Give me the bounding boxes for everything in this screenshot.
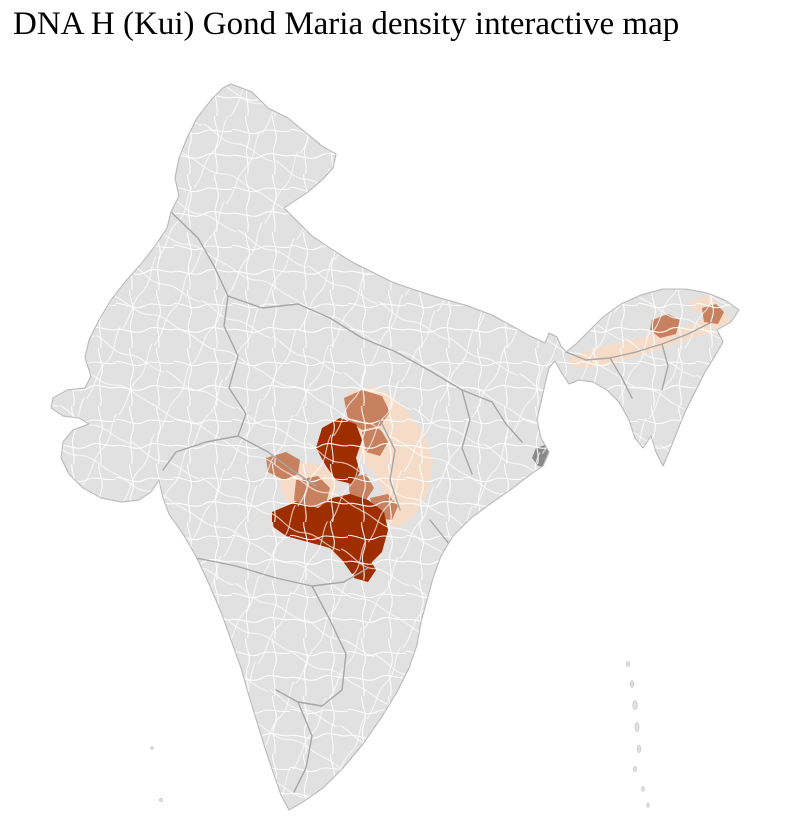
page-title: DNA H (Kui) Gond Maria density interacti… (13, 6, 680, 42)
lakshadweep-islands[interactable] (150, 746, 163, 802)
state-boundaries (162, 211, 713, 793)
andaman-nicobar-islands[interactable] (625, 661, 650, 808)
india-coastline (50, 83, 740, 811)
